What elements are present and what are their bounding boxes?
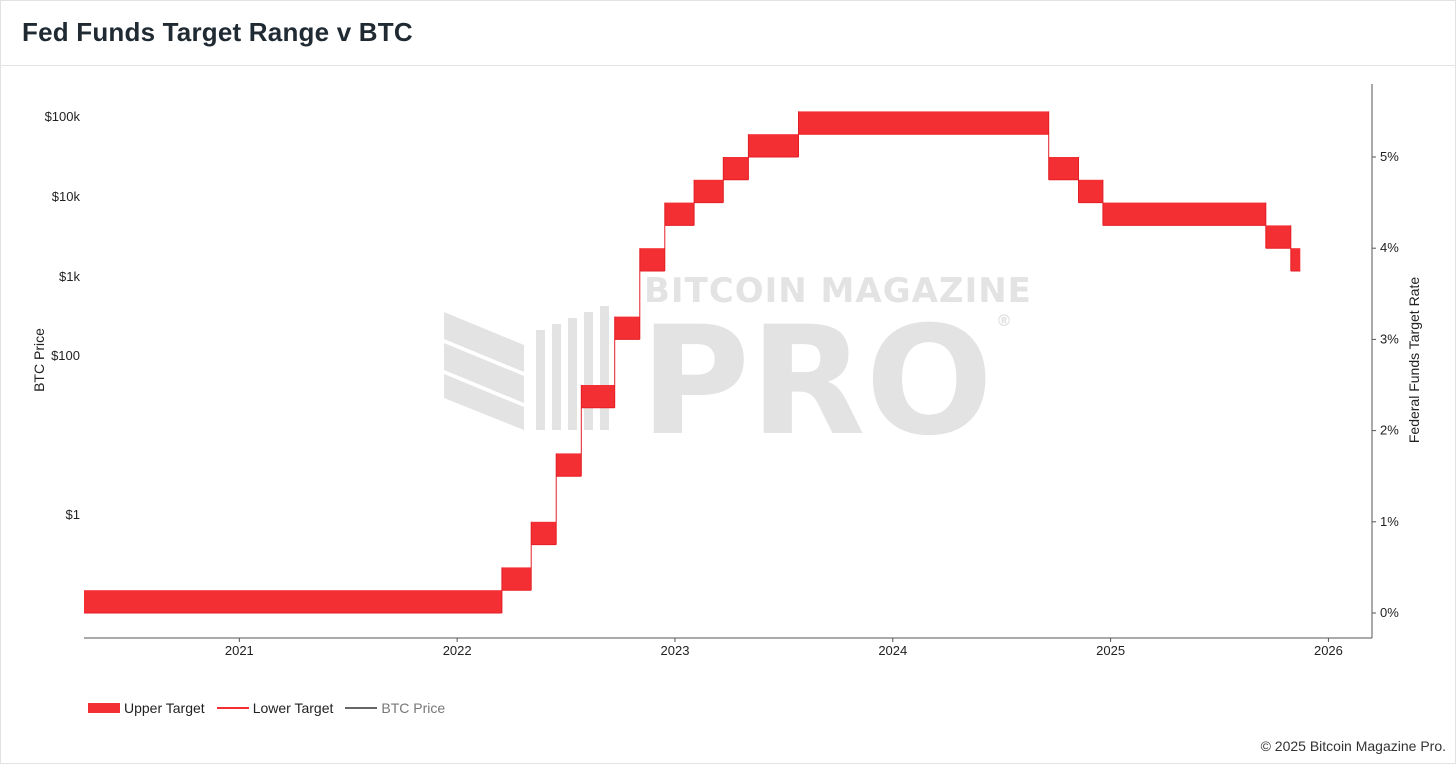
rate-band-1 [501, 567, 532, 591]
left-tick-label: $100 [51, 348, 80, 363]
right-tick-label: 3% [1380, 331, 1399, 346]
rate-band-15 [1265, 225, 1291, 249]
rate-band-11 [798, 111, 1049, 135]
legend-label-upper: Upper Target [124, 700, 205, 716]
rate-band-12 [1048, 157, 1079, 180]
rate-band-6 [639, 248, 665, 271]
rate-band-13 [1078, 179, 1103, 203]
rate-band-3 [556, 453, 582, 477]
x-tick-label: 2024 [878, 643, 907, 658]
legend-label-lower: Lower Target [252, 700, 334, 716]
x-tick-label: 2022 [443, 643, 472, 658]
watermark-bar [536, 330, 545, 430]
watermark-bar [552, 324, 561, 430]
watermark-bar [568, 318, 577, 430]
right-axis-title: Federal Funds Target Rate [1406, 277, 1422, 443]
chart-title: Fed Funds Target Range v BTC [22, 17, 413, 47]
right-tick-label: 0% [1380, 605, 1399, 620]
rate-band-4 [581, 385, 615, 408]
right-tick-label: 2% [1380, 423, 1399, 438]
x-tick-label: 2021 [225, 643, 254, 658]
rate-band-7 [664, 202, 694, 226]
watermark-mark: ® [996, 311, 1012, 330]
axes: 2021 2022 2023 2024 2025 2026 0% 1% 2% 3% 4% 5% $1 $1… [31, 84, 1422, 658]
left-tick-label: $10k [52, 189, 81, 204]
legend-item-upper[interactable]: Upper Target [88, 700, 205, 716]
x-tick-label: 2025 [1096, 643, 1125, 658]
watermark-bar [584, 312, 593, 430]
rate-band-9 [723, 157, 749, 180]
rate-band-5 [614, 316, 640, 340]
x-tick-label: 2026 [1314, 643, 1343, 658]
right-tick-label: 4% [1380, 240, 1399, 255]
left-tick-label: $1k [59, 269, 80, 284]
rate-band-10 [748, 134, 799, 157]
watermark-stripe [444, 312, 524, 372]
legend-item-lower[interactable]: Lower Target [216, 700, 334, 716]
right-tick-label: 1% [1380, 514, 1399, 529]
chart-header: Fed Funds Target Range v BTC [0, 0, 1456, 66]
rate-band-2 [531, 521, 557, 545]
legend-item-btc[interactable]: BTC Price [345, 700, 445, 716]
watermark-stripe [444, 374, 524, 430]
legend-swatch-upper [88, 703, 120, 713]
legend: Upper Target Lower Target BTC Price [88, 700, 457, 716]
rate-bands [84, 111, 1301, 614]
left-axis-title: BTC Price [31, 328, 47, 392]
watermark-bar [600, 306, 609, 430]
rate-band-8 [694, 179, 724, 203]
watermark-line2: PRO [640, 295, 993, 469]
right-tick-label: 5% [1380, 149, 1399, 164]
copyright: © 2025 Bitcoin Magazine Pro. [1260, 738, 1446, 754]
legend-label-btc: BTC Price [381, 700, 446, 716]
left-tick-label: $1 [66, 507, 80, 522]
rate-band-0 [84, 590, 502, 613]
legend-swatch-btc [345, 707, 378, 709]
left-tick-label: $100k [45, 109, 81, 124]
watermark-line1: BITCOIN MAGAZINE [644, 271, 1032, 311]
legend-swatch-lower [216, 707, 249, 709]
rate-band-16 [1290, 248, 1301, 271]
rate-band-14 [1102, 202, 1266, 226]
watermark-stripe [444, 343, 524, 403]
x-tick-label: 2023 [661, 643, 690, 658]
